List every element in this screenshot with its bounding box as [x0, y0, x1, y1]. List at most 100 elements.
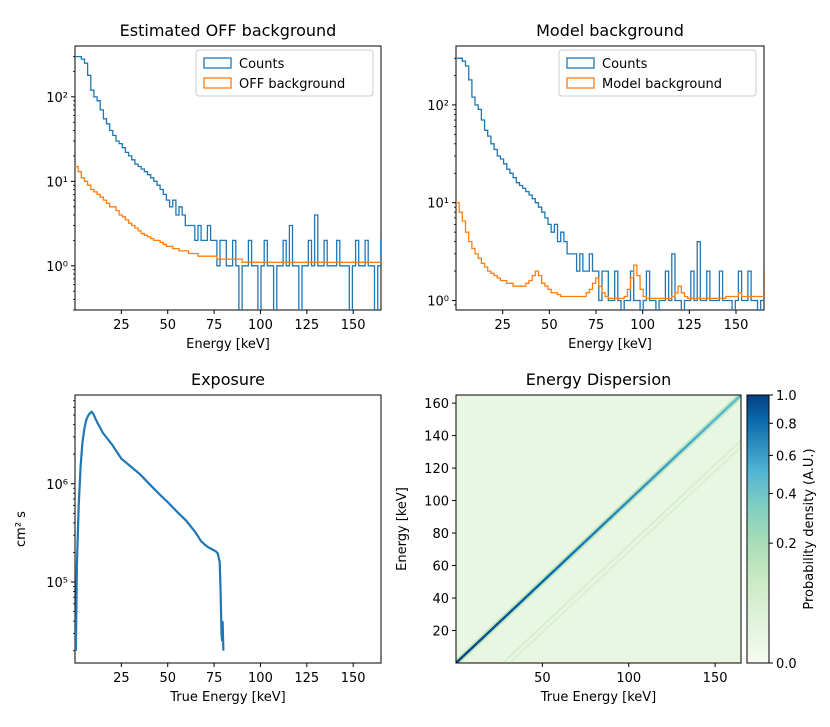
legend-entry: Counts [602, 57, 648, 72]
axes-frame [455, 45, 765, 311]
x-axis-label: Energy [keV] [568, 337, 652, 352]
legend-entry: Model background [602, 77, 722, 92]
y-tick-label: 40 [432, 592, 449, 607]
series-counts-line [75, 55, 381, 310]
x-tick-label: 150 [724, 318, 749, 333]
diagonal-segment [704, 420, 714, 430]
colorbar: 0.0 0.2 0.4 0.6 0.8 1.0 Probability density (A… [746, 389, 817, 672]
x-tick-label: 25 [494, 318, 511, 333]
axes-frame-top [455, 394, 742, 664]
legend: Counts OFF background [195, 49, 374, 97]
y-tick-label: 160 [424, 397, 449, 412]
diagonal-segment [626, 494, 635, 504]
diagonal-segment [619, 501, 628, 510]
diagonal-segment [490, 621, 500, 631]
diagonal-segment [476, 635, 486, 644]
x-tick-label: 25 [113, 671, 130, 686]
diagonal-segment [725, 400, 735, 410]
diagonal-segment [604, 514, 614, 524]
diagonal-segment [633, 487, 643, 497]
x-tick-label: 100 [616, 671, 641, 686]
legend: Counts Model background [558, 49, 757, 97]
x-tick-label: 150 [703, 671, 728, 686]
escape-line [503, 439, 741, 663]
diagonal-segment [533, 581, 543, 591]
diagonal-segment [519, 595, 529, 604]
x-tick-label: 50 [159, 671, 176, 686]
colorbar-tick-label: 0.0 [776, 657, 797, 672]
x-tick-label: 75 [588, 318, 605, 333]
y-axis-label: Energy [keV] [395, 487, 410, 571]
diagonal-segment [668, 454, 678, 463]
diagonal-segment [562, 554, 571, 564]
x-tick-label: 125 [294, 318, 319, 333]
legend-box [558, 49, 757, 97]
y-tick-label: 60 [432, 560, 449, 575]
x-axis-label: True Energy [keV] [540, 690, 657, 705]
colorbar-tick-label: 0.2 [776, 537, 797, 552]
diagonal-segment [733, 395, 741, 403]
panel-exposure: 25 50 75 100 125 150 10⁵ 10⁶ Exposure True Energy… [14, 370, 382, 705]
axes-frame [74, 45, 382, 311]
legend-swatch [203, 77, 232, 89]
x-tick-label: 150 [341, 318, 366, 333]
chart-title: Model background [536, 21, 684, 40]
x-axis-label: Energy [keV] [186, 337, 270, 352]
y-axis-label: cm² s [14, 511, 29, 547]
y-tick-label: 10² [46, 91, 68, 106]
legend-box [195, 49, 374, 97]
series-counts-line [456, 57, 764, 310]
diagonal-segment [611, 508, 621, 517]
x-tick-label: 50 [541, 318, 558, 333]
series-exposure-line [75, 410, 225, 651]
escape-line [510, 446, 741, 663]
legend-entry: OFF background [239, 77, 345, 92]
diagonal-segment [569, 548, 578, 557]
diagonal-segment [505, 608, 514, 617]
y-tick-label: 10⁰ [46, 260, 68, 275]
y-tick-label: 10² [427, 99, 449, 114]
diagonal-segment [597, 521, 607, 530]
x-tick-label: 125 [294, 671, 319, 686]
panel-off-background: 25 50 75 100 125 150 10⁰ 10¹ 10² Estimated OFF ba… [46, 21, 382, 352]
x-tick-label: 150 [341, 671, 366, 686]
diagonal-segment [640, 481, 650, 490]
diagonal-segment [583, 534, 593, 544]
series-off-background-line [75, 165, 381, 263]
diagonal-segment [554, 561, 564, 571]
chart-title: Estimated OFF background [120, 21, 337, 40]
colorbar-tick-label: 1.0 [776, 389, 797, 404]
x-tick-label: 50 [159, 318, 176, 333]
diagonal-segment [547, 568, 557, 577]
y-tick-label: 120 [424, 462, 449, 477]
legend-entry: Counts [239, 57, 285, 72]
diagonal-segment [469, 642, 479, 651]
diagonal-segment [590, 528, 600, 537]
colorbar-label: Probability density (A.U.) [802, 448, 817, 609]
legend-swatch [566, 77, 595, 89]
diagonal-segment [661, 461, 671, 470]
x-tick-label: 100 [248, 318, 273, 333]
panel-energy-dispersion: 50 100 150 20 40 60 80 100 120 140 160 Energy Dispe… [395, 370, 817, 705]
x-tick-label: 75 [206, 671, 223, 686]
chart-title: Energy Dispersion [526, 370, 672, 389]
y-tick-label: 10⁶ [46, 478, 68, 493]
y-tick-label: 10⁰ [427, 295, 449, 310]
colorbar-bar [746, 394, 770, 664]
diagonal-segment [462, 648, 472, 658]
x-tick-label: 125 [677, 318, 702, 333]
y-tick-label: 100 [424, 495, 449, 510]
diagonal-segment [526, 588, 536, 597]
diagonal-segment [647, 474, 657, 483]
diagonal-segment [697, 427, 707, 437]
diagonal-segment [718, 407, 728, 416]
diagonal-segment [497, 615, 507, 624]
x-tick-label: 25 [113, 318, 130, 333]
y-tick-label: 140 [424, 430, 449, 445]
axes-frame [74, 394, 382, 664]
colorbar-tick-label: 0.4 [776, 488, 797, 503]
x-tick-label: 75 [206, 318, 223, 333]
diagonal-segment [456, 655, 464, 663]
diagonal-segment [654, 467, 664, 477]
